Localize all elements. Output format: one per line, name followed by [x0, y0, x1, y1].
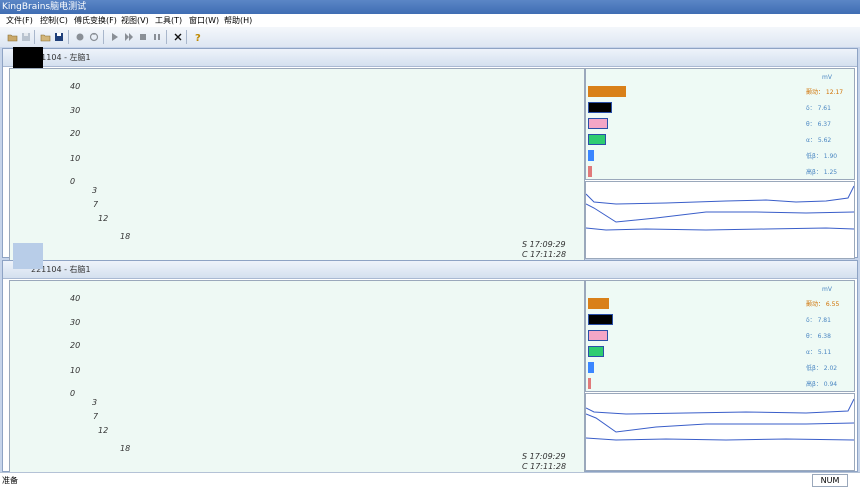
help-icon[interactable]: ? [191, 30, 205, 44]
menu-view[interactable]: 视图(V) [119, 14, 151, 27]
eeg-window-left: 221104 - 左脑1 40 30 20 10 0 3 7 12 18 S 1… [2, 48, 858, 258]
fast-forward-icon[interactable] [122, 30, 136, 44]
window-title-bar: KingBrains脑电测试 [0, 0, 860, 14]
toolbar-separator [34, 30, 35, 44]
save-icon[interactable] [52, 30, 66, 44]
z-tick: 30 [70, 106, 80, 115]
reset-icon[interactable] [87, 30, 101, 44]
toolbar-separator [68, 30, 69, 44]
band-power-bar [588, 166, 592, 177]
plot-background [10, 69, 584, 260]
z-tick: 10 [70, 154, 80, 163]
current-time: C 17:11:28 [522, 250, 566, 259]
plot-background [10, 281, 584, 472]
window-title-bar[interactable]: 221104 - 右脑1 [3, 261, 857, 279]
z-tick: 20 [70, 129, 80, 138]
y-tick: 12 [98, 214, 108, 223]
z-tick: 0 [70, 177, 75, 186]
y-tick: 3 [92, 186, 97, 195]
play-icon[interactable] [108, 30, 122, 44]
unit-label: mV [822, 74, 832, 81]
band-power-bar [588, 102, 612, 113]
band-legend-row: 高β： 1.25 [806, 167, 837, 176]
toolbar-separator [166, 30, 167, 44]
window-title: KingBrains脑电测试 [2, 2, 86, 12]
toolbar: ? [0, 27, 860, 48]
save-disabled-icon[interactable] [19, 30, 33, 44]
band-legend-row: δ： 7.61 [806, 103, 831, 112]
trend-chart [585, 181, 855, 259]
start-time: S 17:09:29 [522, 240, 566, 249]
window-title-bar[interactable]: 221104 - 左脑1 [3, 49, 857, 67]
redaction-block [13, 243, 43, 269]
menu-window[interactable]: 窗口(W) [187, 14, 221, 27]
spectrum-3d-plot: 40 30 20 10 0 3 7 12 18 S 17:09:29 C 17:… [9, 280, 585, 473]
band-power-bar [588, 134, 606, 145]
band-power-bar [588, 86, 626, 97]
open-icon[interactable] [5, 30, 19, 44]
mdi-workspace: 221104 - 左脑1 40 30 20 10 0 3 7 12 18 S 1… [0, 47, 860, 472]
toolbar-separator [103, 30, 104, 44]
pause-icon[interactable] [150, 30, 164, 44]
toolbar-separator [186, 30, 187, 44]
menu-fourier[interactable]: 傅氏变换(F) [72, 14, 119, 27]
band-power-bar [588, 118, 608, 129]
z-tick: 40 [70, 82, 80, 91]
eeg-window-right: 221104 - 右脑1 40 30 20 10 0 3 7 12 18 S 1… [2, 260, 858, 472]
band-power-panel: mV 颞动： 12.17 δ： 7.61 θ： 6.37 α： 5.62 低β： 1.9… [585, 68, 855, 180]
menu-file[interactable]: 文件(F) [4, 14, 35, 27]
trend-lines [586, 182, 854, 258]
stop-icon[interactable] [136, 30, 150, 44]
folder-icon[interactable] [38, 30, 52, 44]
y-tick: 7 [93, 200, 98, 209]
band-legend-row: α： 5.62 [806, 135, 831, 144]
close-icon[interactable] [171, 30, 185, 44]
spectrum-3d-plot: 40 30 20 10 0 3 7 12 18 S 17:09:29 C 17:… [9, 68, 585, 261]
menu-control[interactable]: 控制(C) [38, 14, 70, 27]
record-icon[interactable] [73, 30, 87, 44]
menu-tools[interactable]: 工具(T) [153, 14, 184, 27]
y-tick: 18 [120, 232, 130, 241]
band-legend-row: 颞动： 12.17 [806, 87, 843, 96]
band-legend-row: θ： 6.37 [806, 119, 831, 128]
band-legend-row: 低β： 1.90 [806, 151, 837, 160]
band-power-bar [588, 150, 594, 161]
menu-bar: 文件(F) 控制(C) 傅氏变换(F) 视图(V) 工具(T) 窗口(W) 帮助… [0, 14, 860, 28]
menu-help[interactable]: 帮助(H) [222, 14, 254, 27]
